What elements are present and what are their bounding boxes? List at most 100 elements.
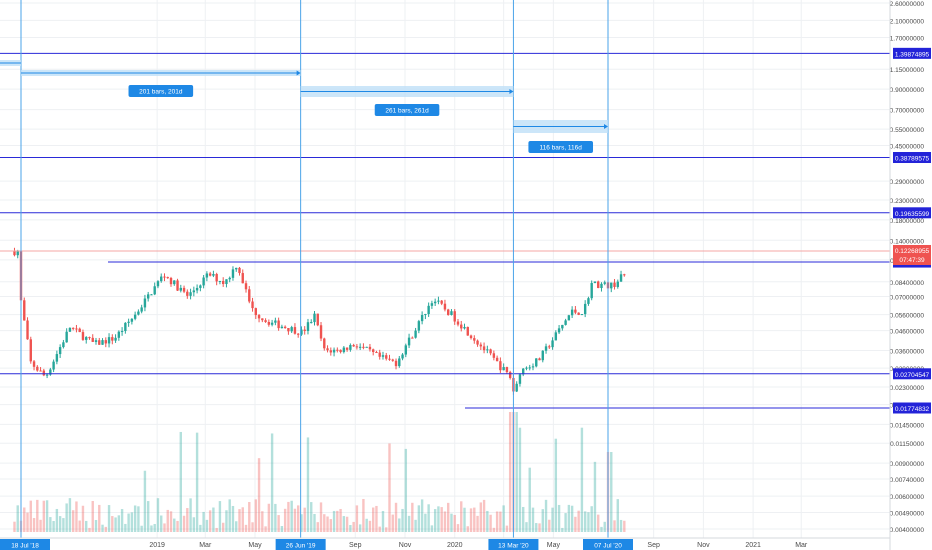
- candle-body: [349, 345, 352, 350]
- volume-bar: [296, 505, 300, 532]
- y-tick-label: 0.00490000: [890, 511, 925, 518]
- x-tick-label: 2020: [447, 542, 463, 549]
- volume-bars: [13, 412, 626, 532]
- last-price-badge[interactable]: [893, 244, 931, 265]
- candle-body: [13, 251, 16, 256]
- date-range-measure[interactable]: 116 bars, 116d: [513, 120, 608, 153]
- candle-body: [208, 273, 212, 276]
- volume-bar: [587, 512, 590, 532]
- volume-bar: [388, 443, 391, 532]
- candle: [362, 343, 365, 350]
- x-tick-label: May: [248, 542, 262, 549]
- volume-bar: [385, 527, 388, 532]
- candle: [111, 334, 114, 345]
- volume-bar: [29, 500, 32, 532]
- level-price-badge[interactable]: [893, 207, 931, 219]
- candle: [352, 343, 355, 347]
- candle: [68, 327, 72, 333]
- volume-bar: [287, 501, 290, 532]
- volume-bar: [339, 508, 342, 532]
- candle: [195, 284, 199, 294]
- level-price-badge[interactable]: [893, 152, 931, 164]
- candle-body: [577, 312, 580, 315]
- volume-bar: [32, 518, 36, 532]
- date-range-arrowhead: [296, 70, 301, 76]
- time-axis[interactable]: 82019MarMaySepNov2020MarMaySepNov2021Mar…: [0, 537, 890, 550]
- candle-body: [479, 344, 483, 347]
- date-range-measures[interactable]: 201 bars, 201d 261 bars, 261d 116 bars, 11…: [0, 60, 608, 153]
- candle: [339, 349, 342, 354]
- candle-body: [541, 350, 544, 361]
- x-tick-label: Sep: [647, 542, 660, 549]
- volume-bar: [619, 519, 623, 532]
- candle-body: [619, 274, 623, 282]
- candle-body: [94, 340, 98, 342]
- volume-bar: [368, 520, 372, 532]
- candle-body: [277, 320, 280, 329]
- volume-bar: [342, 516, 346, 532]
- candle-body: [176, 280, 179, 291]
- candle: [375, 350, 378, 354]
- volume-bar: [398, 518, 401, 532]
- candle: [231, 266, 235, 281]
- candle-body: [120, 331, 124, 333]
- candle-body: [551, 340, 554, 348]
- candle: [150, 294, 153, 296]
- candle-body: [71, 327, 75, 329]
- y-tick-label: 1.70000000: [890, 36, 925, 43]
- candle: [75, 324, 78, 333]
- candle-body: [42, 370, 46, 376]
- candle-body: [251, 301, 254, 309]
- candle: [554, 330, 558, 341]
- date-marker-badge[interactable]: [488, 539, 539, 550]
- candle-body: [476, 340, 479, 345]
- candle: [182, 285, 186, 294]
- date-marker-badge[interactable]: [275, 539, 326, 550]
- volume-bar: [133, 505, 137, 532]
- volume-bar: [538, 523, 541, 532]
- candle-body: [316, 313, 319, 326]
- candle-body: [508, 372, 512, 378]
- candle-body: [440, 300, 443, 304]
- candle-body: [388, 358, 391, 360]
- volume-bar: [166, 509, 169, 532]
- candle: [160, 273, 163, 283]
- candle: [499, 357, 502, 373]
- level-price-badge[interactable]: [893, 368, 931, 380]
- candle-body: [616, 281, 619, 287]
- candle: [293, 323, 297, 335]
- level-price-badge[interactable]: [893, 402, 931, 414]
- candle: [192, 286, 196, 297]
- candle-body: [169, 277, 173, 285]
- level-price-badge[interactable]: [893, 47, 931, 59]
- volume-bar: [300, 514, 303, 532]
- volume-bar: [479, 502, 483, 532]
- date-range-measure[interactable]: 201 bars, 201d: [21, 70, 301, 97]
- horizontal-levels[interactable]: [0, 52, 890, 409]
- volume-bar: [182, 515, 186, 532]
- volume-bar: [160, 515, 163, 532]
- candle: [26, 317, 29, 340]
- date-marker-badge[interactable]: [0, 539, 50, 550]
- price-axis[interactable]: 2.60000000 2.10000000 1.70000000 1.15000000…: [889, 0, 931, 550]
- candle-body: [235, 267, 238, 270]
- level-price-text: 0.02704547: [895, 372, 930, 379]
- candle: [623, 273, 626, 277]
- candle: [117, 330, 121, 341]
- candle: [55, 350, 59, 365]
- volume-bar: [495, 511, 499, 532]
- date-range-label: 261 bars, 261d: [385, 108, 429, 115]
- volume-bar: [407, 515, 411, 532]
- date-marker-badge[interactable]: [583, 539, 633, 550]
- volume-bar: [189, 498, 192, 532]
- candle-body: [290, 327, 293, 332]
- candle: [85, 336, 88, 344]
- candle: [290, 325, 293, 333]
- candle: [36, 365, 39, 372]
- volume-bar: [231, 505, 235, 532]
- candle-body: [257, 315, 261, 319]
- volume-bar: [557, 504, 561, 532]
- date-range-measure[interactable]: 261 bars, 261d: [300, 86, 514, 116]
- volume-bar: [456, 524, 460, 532]
